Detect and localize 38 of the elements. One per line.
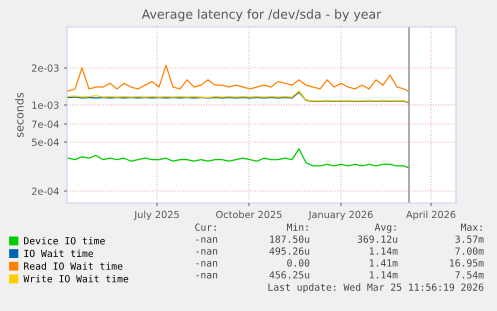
y-tick-label: 1e-03: [32, 101, 59, 109]
legend-label: IO Wait time: [24, 250, 94, 258]
text: Min:: [286, 223, 308, 231]
y-tick-label: 7e-04: [32, 120, 59, 128]
legend-label: Device IO time: [24, 236, 105, 244]
legend-label: Read IO Wait time: [24, 262, 122, 270]
text: 7.00m: [455, 247, 484, 255]
x-tick-label: April 2026: [406, 210, 456, 220]
text: -nan: [196, 249, 218, 255]
text: 1.14m: [370, 271, 398, 278]
line-series: [67, 64, 409, 92]
text: -nan: [196, 237, 218, 243]
text: Cur:: [195, 223, 216, 231]
line-series: [67, 148, 409, 168]
text: 0.00: [287, 259, 310, 267]
text: 495.26u: [270, 247, 310, 255]
text: -nan: [196, 261, 218, 267]
y-tick-label: 5e-04: [32, 138, 59, 146]
text: Max:: [460, 224, 482, 231]
text: 3.57m: [455, 235, 484, 243]
text: -nan: [196, 272, 218, 279]
text: Last update: Wed Mar 25 11:56:19 2026: [268, 283, 484, 293]
text: 456.25u: [270, 271, 310, 279]
text: 16.95m: [450, 259, 484, 267]
text: 1.41m: [370, 259, 398, 267]
text: 187.50u: [270, 235, 310, 243]
y-axis-title: seconds: [15, 92, 24, 138]
text: 369.12u: [358, 235, 398, 243]
x-tick-label: October 2025: [216, 210, 282, 218]
y-tick-label: 2e-04: [32, 188, 59, 195]
text: Avg:: [374, 224, 396, 233]
text: 1.14m: [370, 248, 398, 255]
chart-title: Average latency for /dev/sda - by year: [142, 9, 382, 22]
text: 7.54m: [455, 271, 484, 279]
legend-label: Write IO Wait time: [23, 274, 128, 282]
y-tick-label: 2e-03: [32, 64, 59, 72]
x-tick-label: January 2026: [308, 210, 373, 220]
x-tick-label: July 2025: [134, 210, 179, 220]
